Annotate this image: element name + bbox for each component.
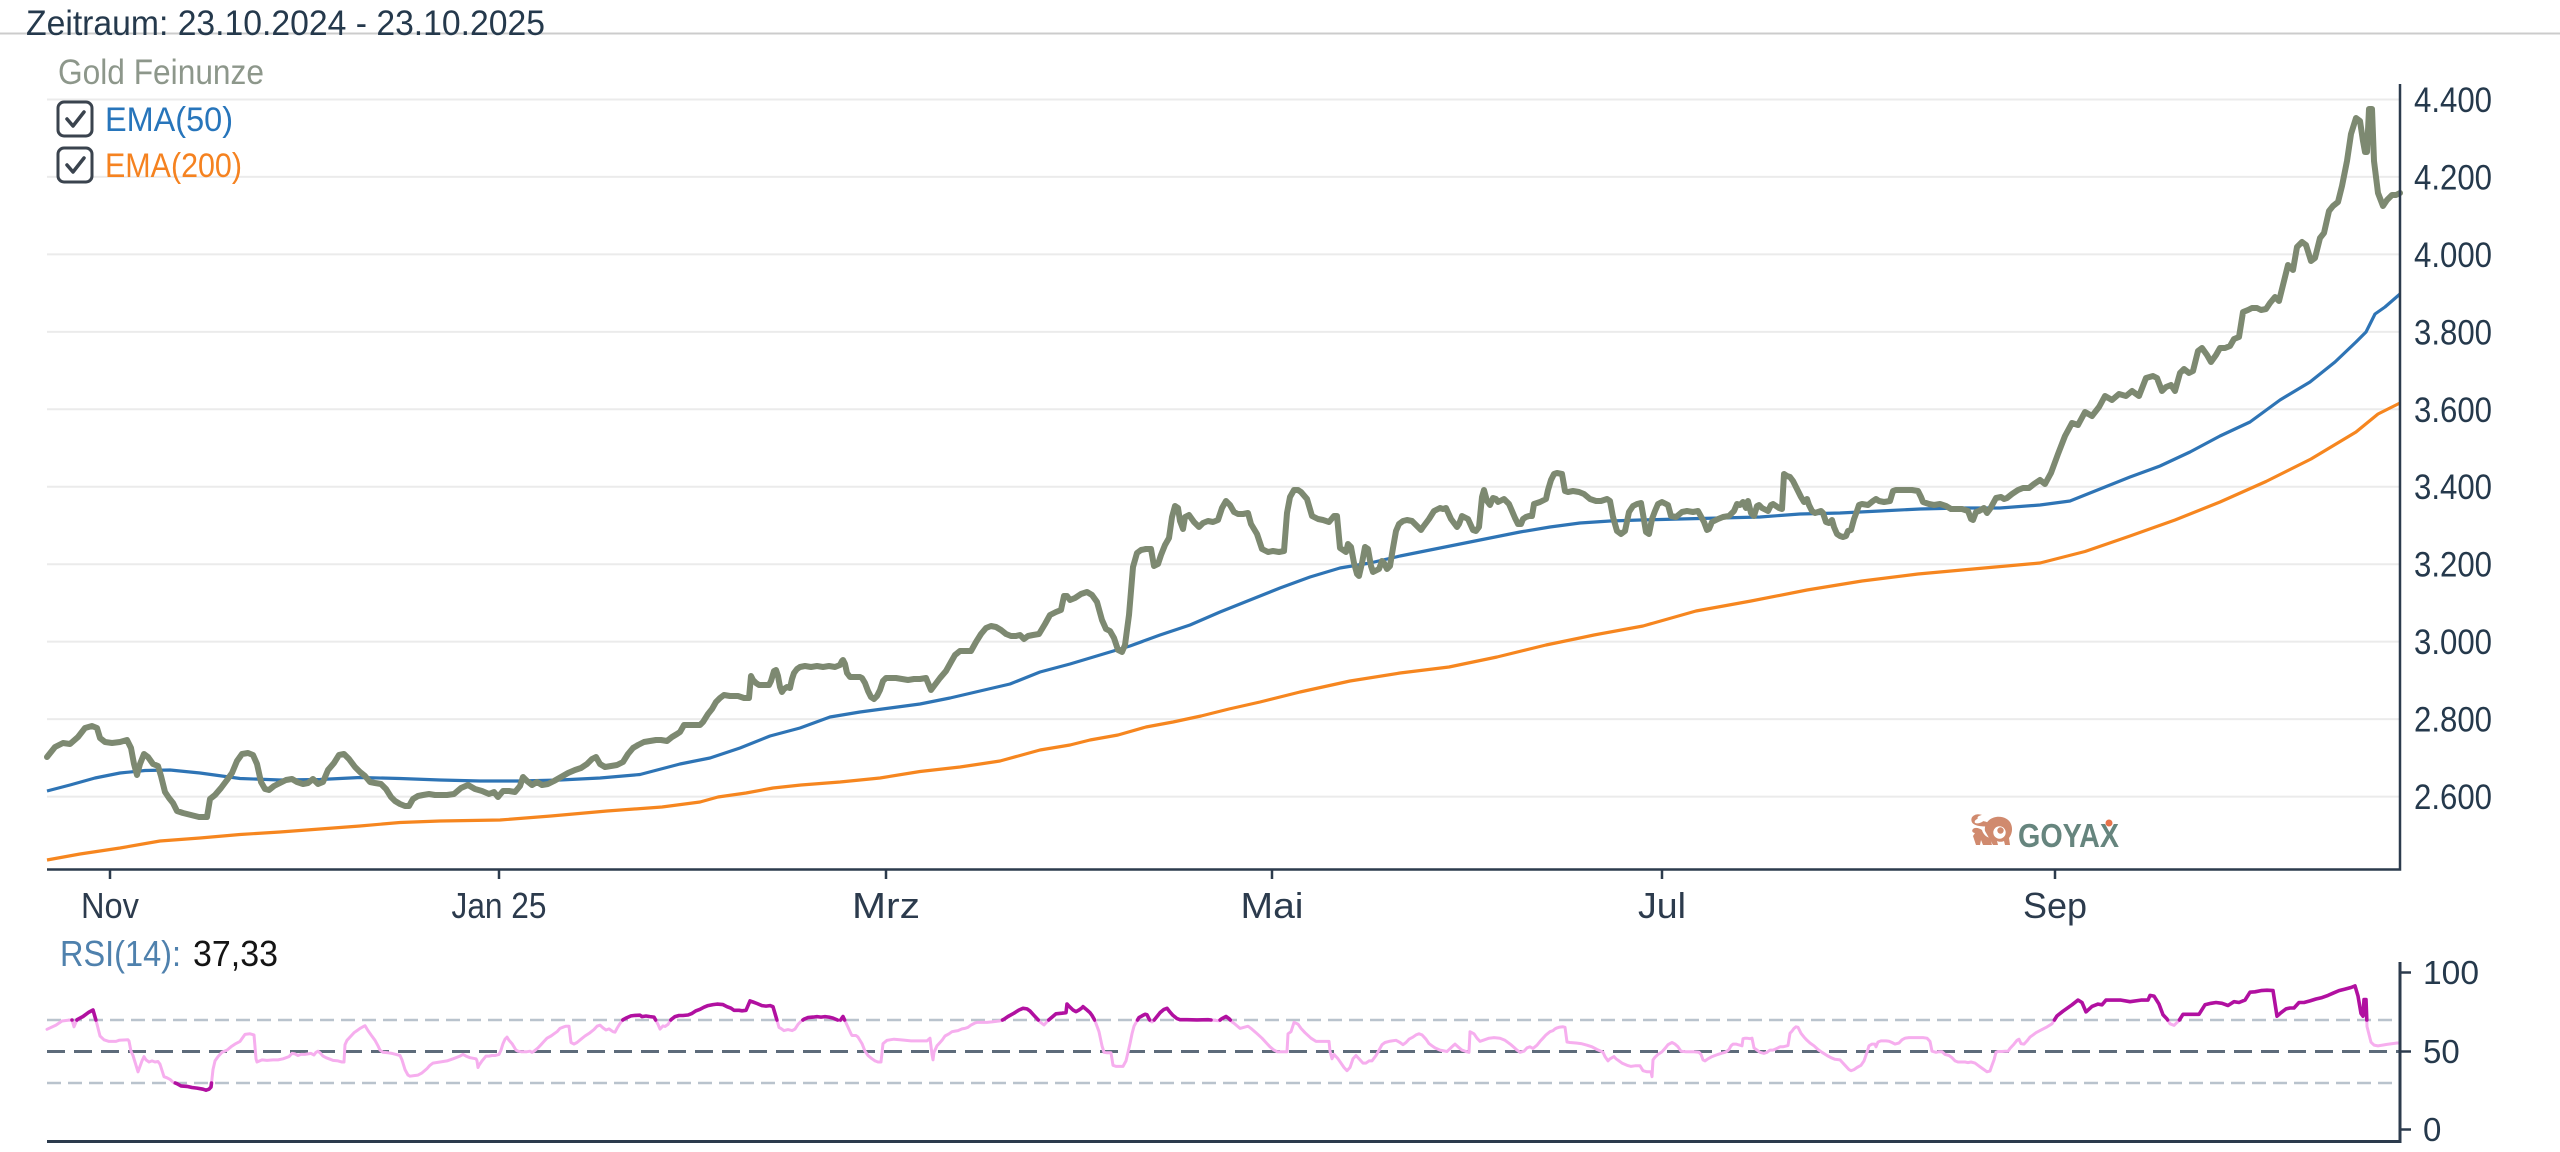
svg-text:RSI(14):: RSI(14): bbox=[60, 933, 181, 974]
svg-text:2.600: 2.600 bbox=[2414, 778, 2492, 817]
svg-text:3.000: 3.000 bbox=[2414, 623, 2492, 662]
svg-text:Jul: Jul bbox=[1638, 885, 1686, 926]
svg-text:2.800: 2.800 bbox=[2414, 701, 2492, 740]
svg-text:3.600: 3.600 bbox=[2414, 391, 2492, 430]
svg-text:Nov: Nov bbox=[81, 885, 139, 926]
svg-text:Mai: Mai bbox=[1241, 885, 1304, 926]
svg-text:3.200: 3.200 bbox=[2414, 546, 2492, 585]
svg-text:37,33: 37,33 bbox=[193, 933, 278, 974]
svg-text:4.000: 4.000 bbox=[2414, 236, 2492, 275]
svg-text:50: 50 bbox=[2423, 1033, 2460, 1070]
svg-text:0: 0 bbox=[2423, 1111, 2441, 1148]
svg-text:GOYAX: GOYAX bbox=[2018, 817, 2119, 854]
svg-text:Gold Feinunze: Gold Feinunze bbox=[58, 53, 264, 92]
svg-text:3.800: 3.800 bbox=[2414, 313, 2492, 352]
svg-text:EMA(50): EMA(50) bbox=[105, 101, 233, 139]
svg-text:100: 100 bbox=[2423, 954, 2479, 991]
svg-text:3.400: 3.400 bbox=[2414, 468, 2492, 507]
svg-text:EMA(200): EMA(200) bbox=[105, 147, 242, 185]
svg-text:Jan 25: Jan 25 bbox=[452, 885, 547, 926]
svg-text:4.400: 4.400 bbox=[2414, 81, 2492, 120]
svg-text:Mrz: Mrz bbox=[852, 885, 920, 926]
svg-text:4.200: 4.200 bbox=[2414, 158, 2492, 197]
svg-text:Zeitraum: 23.10.2024 - 23.10.2: Zeitraum: 23.10.2024 - 23.10.2025 bbox=[26, 4, 545, 43]
svg-text:Sep: Sep bbox=[2023, 885, 2087, 926]
